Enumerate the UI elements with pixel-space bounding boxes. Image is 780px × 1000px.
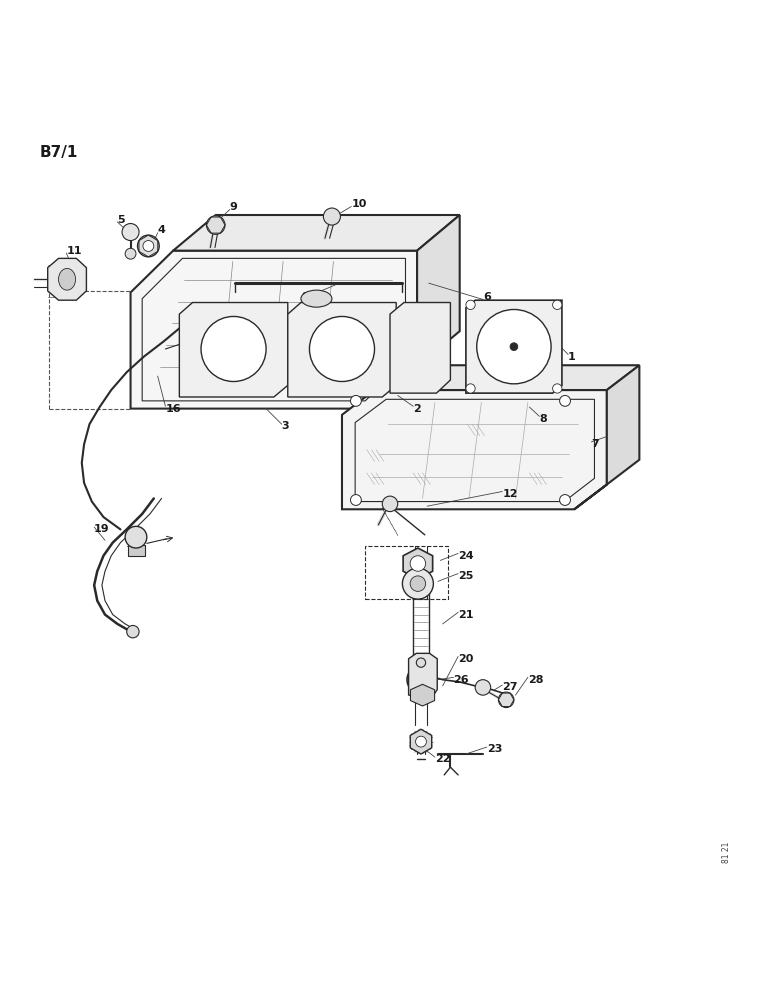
Polygon shape: [574, 365, 640, 509]
Circle shape: [201, 316, 266, 382]
Text: 12: 12: [502, 489, 518, 499]
Text: 2: 2: [413, 404, 421, 414]
Polygon shape: [342, 390, 607, 509]
Text: 6: 6: [483, 292, 491, 302]
Text: 4: 4: [158, 225, 165, 235]
Text: 81 21: 81 21: [722, 842, 732, 863]
Polygon shape: [130, 251, 417, 409]
Text: B7/1: B7/1: [40, 145, 78, 160]
Circle shape: [416, 736, 427, 747]
Circle shape: [553, 384, 562, 393]
Polygon shape: [390, 303, 450, 393]
Text: 24: 24: [458, 551, 473, 561]
Circle shape: [410, 576, 426, 591]
Circle shape: [324, 208, 340, 225]
Text: 26: 26: [453, 675, 469, 685]
Text: 25: 25: [458, 571, 473, 581]
Polygon shape: [410, 684, 434, 706]
Text: 8: 8: [301, 292, 309, 302]
Circle shape: [122, 224, 139, 241]
Text: 19: 19: [94, 524, 110, 534]
Circle shape: [382, 496, 398, 512]
Circle shape: [466, 300, 475, 309]
Text: 27: 27: [502, 682, 518, 692]
Circle shape: [417, 658, 426, 667]
Polygon shape: [374, 215, 459, 409]
Polygon shape: [173, 215, 459, 251]
Text: 10: 10: [351, 199, 367, 209]
Circle shape: [350, 495, 361, 505]
Polygon shape: [179, 303, 288, 397]
Circle shape: [126, 625, 139, 638]
Text: 23: 23: [487, 744, 502, 754]
Circle shape: [137, 235, 159, 257]
Circle shape: [498, 692, 514, 708]
Circle shape: [125, 248, 136, 259]
Circle shape: [559, 495, 570, 505]
Text: 16: 16: [165, 404, 181, 414]
Polygon shape: [410, 729, 431, 754]
Text: 11: 11: [66, 246, 82, 256]
Circle shape: [466, 384, 475, 393]
Polygon shape: [128, 545, 145, 556]
Text: 9: 9: [229, 202, 238, 212]
Text: 1: 1: [568, 352, 576, 362]
Polygon shape: [288, 303, 396, 397]
Circle shape: [207, 216, 225, 234]
Circle shape: [310, 316, 374, 382]
Text: 20: 20: [458, 654, 473, 664]
Polygon shape: [466, 300, 562, 393]
Text: 28: 28: [528, 675, 544, 685]
Circle shape: [559, 395, 570, 406]
Text: 21: 21: [458, 610, 473, 620]
Circle shape: [410, 556, 426, 571]
Polygon shape: [374, 365, 640, 390]
Circle shape: [125, 526, 147, 548]
Circle shape: [402, 568, 434, 599]
Circle shape: [350, 395, 361, 406]
Text: 8: 8: [540, 414, 548, 424]
Ellipse shape: [58, 268, 76, 290]
Text: 3: 3: [282, 421, 289, 431]
Polygon shape: [403, 548, 433, 579]
Circle shape: [553, 300, 562, 309]
Circle shape: [477, 309, 551, 384]
Ellipse shape: [301, 290, 332, 307]
Polygon shape: [409, 653, 438, 695]
Text: 22: 22: [435, 754, 450, 764]
Circle shape: [510, 343, 518, 351]
Text: 5: 5: [118, 215, 125, 225]
Circle shape: [475, 680, 491, 695]
Circle shape: [143, 241, 154, 251]
Text: 7: 7: [591, 439, 599, 449]
Polygon shape: [48, 258, 87, 300]
